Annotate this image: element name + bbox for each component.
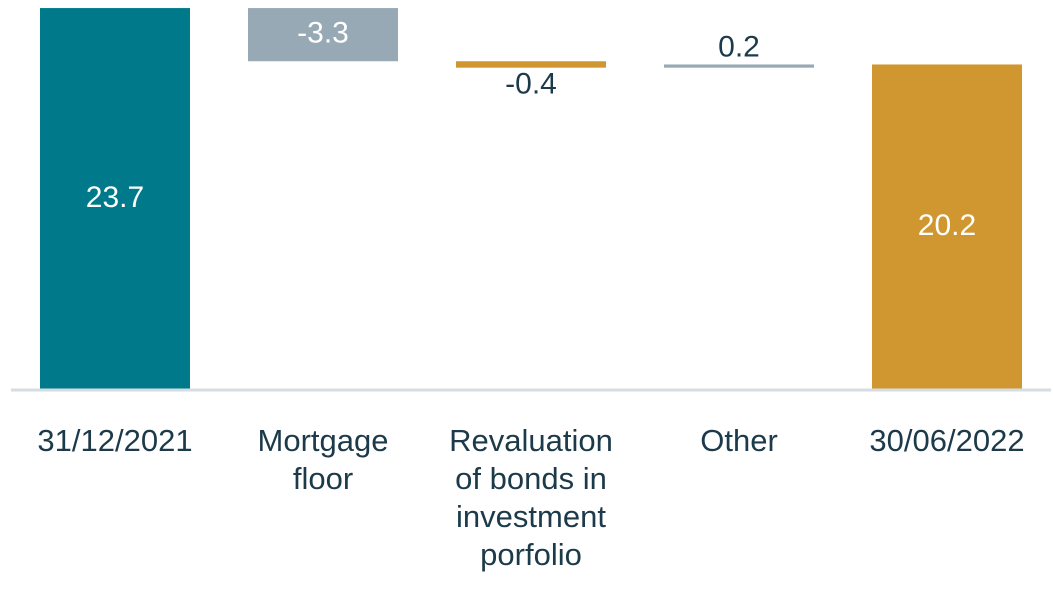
bar (40, 8, 190, 390)
value-label: 0.2 (718, 30, 760, 63)
value-label: 23.7 (86, 181, 144, 214)
value-label: 20.2 (918, 209, 976, 242)
bar (872, 64, 1022, 391)
bar (456, 61, 606, 68)
value-label: -3.3 (297, 17, 349, 50)
bar (248, 8, 398, 62)
value-label: -0.4 (505, 68, 557, 101)
bar (664, 64, 814, 68)
x-tick-label: Other (700, 423, 778, 458)
x-tick-label: 31/12/2021 (37, 423, 193, 458)
x-tick-label: Mortgage floor (257, 423, 389, 496)
x-tick-label: 30/06/2022 (869, 423, 1025, 458)
x-tick-label: Revaluation of bonds in investment porfo… (449, 423, 613, 572)
